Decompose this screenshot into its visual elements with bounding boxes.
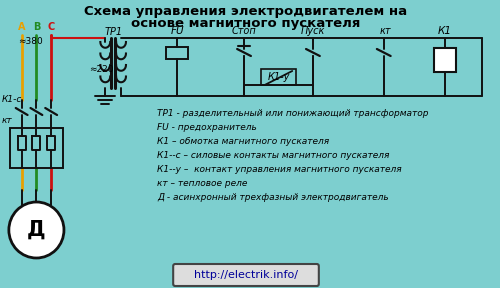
Text: кт: кт bbox=[380, 26, 392, 36]
Text: http://electrik.info/: http://electrik.info/ bbox=[194, 270, 298, 280]
Text: К1--у –  контакт управления магнитного пускателя: К1--у – контакт управления магнитного пу… bbox=[158, 164, 402, 173]
FancyBboxPatch shape bbox=[434, 48, 456, 72]
Text: Пуск: Пуск bbox=[300, 26, 325, 36]
Text: К1-у: К1-у bbox=[268, 72, 289, 82]
Text: FU: FU bbox=[170, 26, 184, 36]
Text: Схема управления электродвигателем на: Схема управления электродвигателем на bbox=[84, 5, 407, 18]
Text: ТР1 - разделительный или понижающий трансформатор: ТР1 - разделительный или понижающий тран… bbox=[158, 109, 429, 118]
Text: Стоп: Стоп bbox=[232, 26, 256, 36]
Text: К1 – обмотка магнитного пускателя: К1 – обмотка магнитного пускателя bbox=[158, 137, 330, 145]
Circle shape bbox=[9, 202, 64, 258]
Text: ≈380: ≈380 bbox=[18, 37, 42, 46]
Text: ≈220: ≈220 bbox=[90, 65, 114, 75]
Text: FU - предохранитель: FU - предохранитель bbox=[158, 122, 257, 132]
Text: A: A bbox=[18, 22, 26, 32]
Text: К1: К1 bbox=[438, 26, 452, 36]
FancyBboxPatch shape bbox=[173, 264, 319, 286]
Text: К1--с – силовые контакты магнитного пускателя: К1--с – силовые контакты магнитного пуск… bbox=[158, 151, 390, 160]
Text: кт – тепловое реле: кт – тепловое реле bbox=[158, 179, 248, 187]
Text: кт: кт bbox=[2, 116, 12, 125]
Text: основе магнитного пускателя: основе магнитного пускателя bbox=[132, 16, 360, 29]
Text: К1-с: К1-с bbox=[2, 96, 22, 105]
Text: Д - асинхронный трехфазный электродвигатель: Д - асинхронный трехфазный электродвигат… bbox=[158, 192, 389, 202]
Text: B: B bbox=[32, 22, 40, 32]
Text: ТР1: ТР1 bbox=[104, 27, 122, 37]
Text: C: C bbox=[48, 22, 55, 32]
Text: Д: Д bbox=[27, 220, 46, 240]
